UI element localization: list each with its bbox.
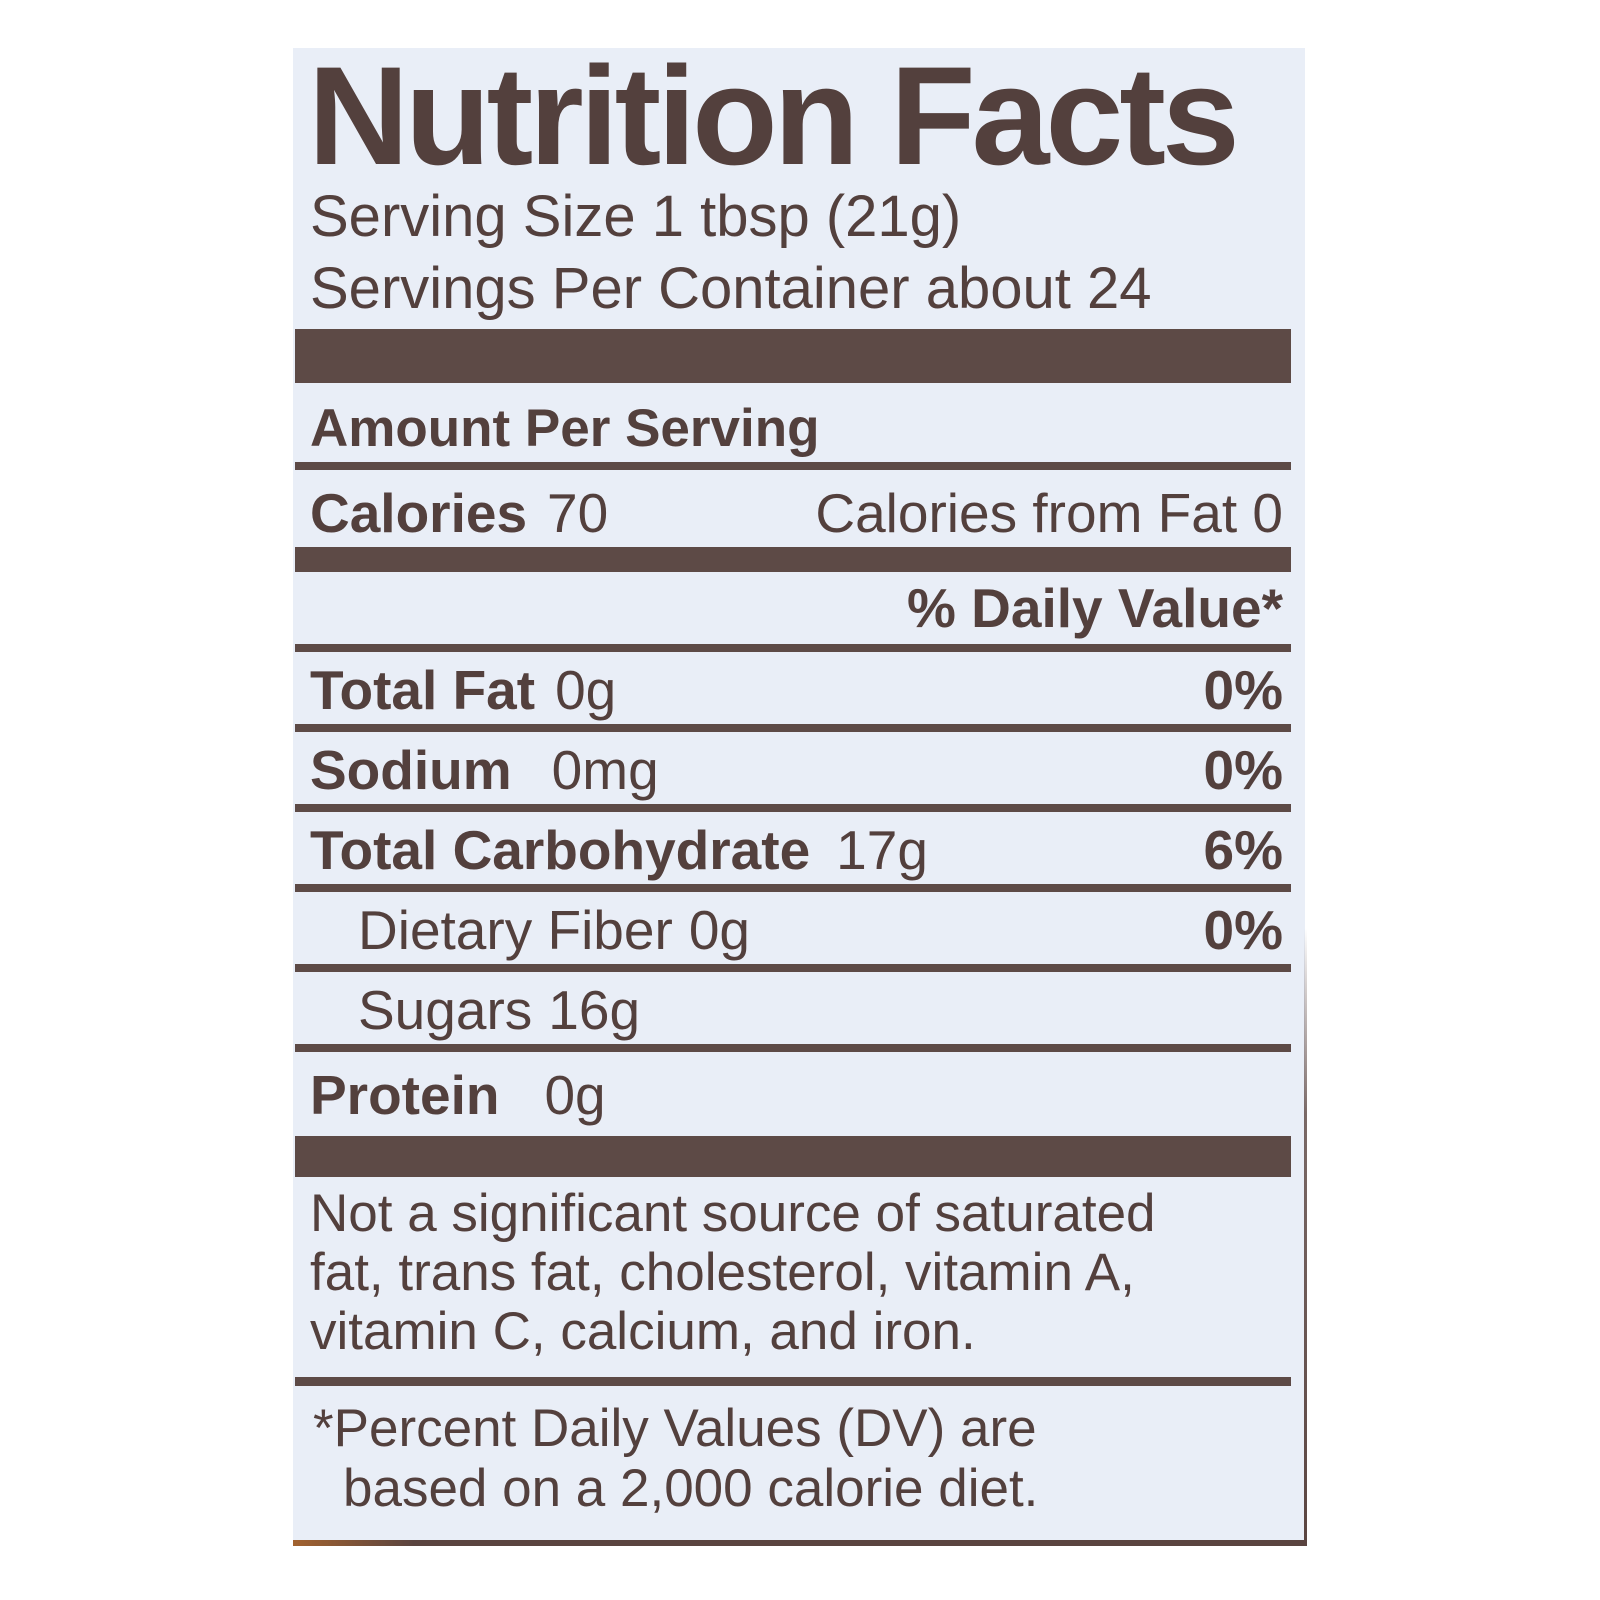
nutrient-left: Protein 0g bbox=[310, 1067, 606, 1123]
nutrient-amount: 0g bbox=[555, 659, 617, 721]
separator-bar-medium bbox=[295, 547, 1291, 572]
hairline-rule bbox=[295, 1044, 1291, 1052]
note-line: fat, trans fat, cholesterol, vitamin A, bbox=[310, 1243, 1135, 1302]
nutrition-facts-label: Nutrition Facts Serving Size 1 tbsp (21g… bbox=[293, 37, 1307, 1546]
serving-size-line: Serving Size 1 tbsp (21g) bbox=[310, 184, 962, 249]
daily-value-header: % Daily Value* bbox=[906, 577, 1283, 639]
separator-bar-medium bbox=[295, 1136, 1291, 1177]
nutrient-amount: 0g bbox=[544, 1064, 606, 1126]
hairline-rule bbox=[295, 1377, 1291, 1386]
nutrient-dv: 0% bbox=[1203, 739, 1284, 801]
nutrient-name: Sodium bbox=[310, 739, 512, 801]
note-line: vitamin C, calcium, and iron. bbox=[310, 1302, 976, 1361]
nutrient-name: Dietary Fiber bbox=[358, 899, 673, 961]
label-bottom-edge bbox=[293, 1540, 1305, 1546]
nutrient-left: Total Fat 0g bbox=[310, 662, 616, 718]
nutrient-row-dietary-fiber: Dietary Fiber 0g 0% bbox=[358, 902, 1283, 958]
nutrient-name: Total Carbohydrate bbox=[310, 819, 811, 881]
hairline-rule bbox=[295, 964, 1291, 972]
nutrient-name: Total Fat bbox=[310, 659, 536, 721]
nutrient-amount: 16g bbox=[548, 979, 641, 1041]
calories-from-fat: Calories from Fat 0 bbox=[815, 482, 1283, 544]
nutrient-amount: 17g bbox=[836, 819, 928, 881]
hairline-rule bbox=[295, 724, 1291, 732]
note-line: Not a significant source of saturated bbox=[310, 1184, 1156, 1243]
nutrient-name: Sugars bbox=[358, 979, 533, 1041]
nutrient-amount: 0g bbox=[688, 899, 750, 961]
calories-row: Calories 70 Calories from Fat 0 bbox=[310, 482, 1283, 544]
amount-per-serving-heading: Amount Per Serving bbox=[310, 399, 820, 458]
not-significant-source-note: Not a significant source of saturated fa… bbox=[310, 1184, 1283, 1361]
hairline-rule bbox=[295, 644, 1291, 652]
nutrient-dv: 0% bbox=[1203, 899, 1284, 961]
nutrient-amount: 0mg bbox=[551, 739, 659, 801]
calories-left: Calories 70 bbox=[310, 482, 608, 544]
calories-value: 70 bbox=[547, 482, 609, 544]
nutrient-left: Sugars 16g bbox=[358, 982, 640, 1038]
nutrient-left: Dietary Fiber 0g bbox=[358, 902, 750, 958]
nutrient-dv: 6% bbox=[1203, 819, 1284, 881]
nutrient-row-sugars: Sugars 16g bbox=[358, 982, 1283, 1038]
nutrient-row-protein: Protein 0g bbox=[310, 1067, 1283, 1123]
nutrient-row-total-carbohydrate: Total Carbohydrate 17g 6% bbox=[310, 822, 1283, 878]
label-right-edge-shadow bbox=[1304, 928, 1307, 1546]
nutrient-dv: 0% bbox=[1203, 659, 1284, 721]
nutrient-row-sodium: Sodium 0mg 0% bbox=[310, 742, 1283, 798]
hairline-rule bbox=[295, 884, 1291, 892]
percent-dv-footnote-line1: *Percent Daily Values (DV) are bbox=[313, 1399, 1037, 1458]
calories-label: Calories bbox=[310, 482, 528, 544]
hairline-rule bbox=[295, 462, 1291, 470]
label-title: Nutrition Facts bbox=[308, 37, 1240, 194]
nutrient-name: Protein bbox=[310, 1064, 500, 1126]
hairline-rule bbox=[295, 804, 1291, 812]
nutrient-row-total-fat: Total Fat 0g 0% bbox=[310, 662, 1283, 718]
nutrient-left: Sodium 0mg bbox=[310, 742, 659, 798]
servings-per-container-line: Servings Per Container about 24 bbox=[310, 256, 1152, 321]
separator-bar-thick bbox=[295, 329, 1291, 383]
nutrient-left: Total Carbohydrate 17g bbox=[310, 822, 928, 878]
percent-dv-footnote-line2: based on a 2,000 calorie diet. bbox=[343, 1459, 1039, 1518]
